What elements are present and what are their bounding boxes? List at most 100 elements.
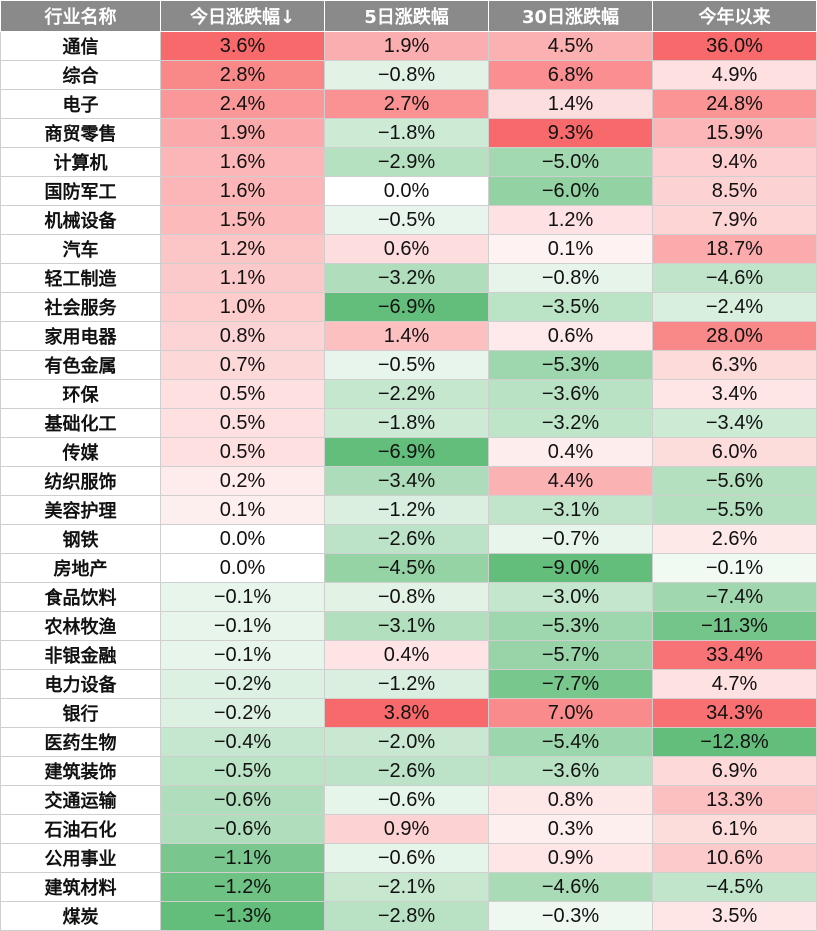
today-change-cell: 1.1% — [160, 263, 325, 293]
ytd-change-cell: −0.1% — [652, 553, 817, 583]
30day-change-cell: 1.2% — [488, 205, 653, 235]
30day-change-cell: −0.3% — [488, 901, 653, 931]
5day-change-cell: −2.6% — [324, 756, 489, 786]
5day-change-cell: 0.6% — [324, 234, 489, 264]
5day-change-cell: −2.2% — [324, 379, 489, 409]
5day-change-cell: −3.2% — [324, 263, 489, 293]
ytd-change-cell: −5.6% — [652, 466, 817, 496]
ytd-change-cell: 36.0% — [652, 31, 817, 61]
header-ytd-change[interactable]: 今年以来 — [652, 0, 817, 32]
5day-change-cell: 0.0% — [324, 176, 489, 206]
30day-change-cell: −3.2% — [488, 408, 653, 438]
5day-change-cell: −2.8% — [324, 901, 489, 931]
ytd-change-cell: −11.3% — [652, 611, 817, 641]
industry-name-cell: 通信 — [0, 31, 161, 61]
table-row: 家用电器 0.8% 1.4% 0.6% 28.0% — [0, 321, 817, 351]
30day-change-cell: 0.3% — [488, 814, 653, 844]
5day-change-cell: 1.4% — [324, 321, 489, 351]
industry-name-cell: 公用事业 — [0, 843, 161, 873]
industry-name-cell: 石油石化 — [0, 814, 161, 844]
header-today-change-sorted[interactable]: 今日涨跌幅↓ — [160, 0, 325, 32]
table-row: 美容护理 0.1% −1.2% −3.1% −5.5% — [0, 495, 817, 525]
today-change-cell: 3.6% — [160, 31, 325, 61]
30day-change-cell: 0.4% — [488, 437, 653, 467]
5day-change-cell: −2.9% — [324, 147, 489, 177]
industry-name-cell: 国防军工 — [0, 176, 161, 206]
30day-change-cell: 4.4% — [488, 466, 653, 496]
today-change-cell: 0.5% — [160, 437, 325, 467]
ytd-change-cell: 4.9% — [652, 60, 817, 90]
30day-change-cell: −5.7% — [488, 640, 653, 670]
5day-change-cell: 3.8% — [324, 698, 489, 728]
table-row: 医药生物 −0.4% −2.0% −5.4% −12.8% — [0, 727, 817, 757]
30day-change-cell: 0.1% — [488, 234, 653, 264]
5day-change-cell: −0.8% — [324, 60, 489, 90]
table-row: 非银金融 −0.1% 0.4% −5.7% 33.4% — [0, 640, 817, 670]
ytd-change-cell: −3.4% — [652, 408, 817, 438]
30day-change-cell: −7.7% — [488, 669, 653, 699]
5day-change-cell: −0.5% — [324, 350, 489, 380]
today-change-cell: 0.7% — [160, 350, 325, 380]
ytd-change-cell: 6.0% — [652, 437, 817, 467]
table-row: 交通运输 −0.6% −0.6% 0.8% 13.3% — [0, 785, 817, 815]
today-change-cell: 2.4% — [160, 89, 325, 119]
ytd-change-cell: 6.3% — [652, 350, 817, 380]
table-row: 房地产 0.0% −4.5% −9.0% −0.1% — [0, 553, 817, 583]
ytd-change-cell: 28.0% — [652, 321, 817, 351]
ytd-change-cell: 24.8% — [652, 89, 817, 119]
5day-change-cell: 0.4% — [324, 640, 489, 670]
industry-name-cell: 煤炭 — [0, 901, 161, 931]
ytd-change-cell: 6.1% — [652, 814, 817, 844]
5day-change-cell: −2.0% — [324, 727, 489, 757]
industry-name-cell: 建筑材料 — [0, 872, 161, 902]
5day-change-cell: −0.8% — [324, 582, 489, 612]
industry-name-cell: 环保 — [0, 379, 161, 409]
table-row: 电子 2.4% 2.7% 1.4% 24.8% — [0, 89, 817, 119]
industry-name-cell: 房地产 — [0, 553, 161, 583]
industry-name-cell: 商贸零售 — [0, 118, 161, 148]
30day-change-cell: −5.3% — [488, 611, 653, 641]
industry-name-cell: 传媒 — [0, 437, 161, 467]
industry-name-cell: 非银金融 — [0, 640, 161, 670]
ytd-change-cell: 13.3% — [652, 785, 817, 815]
industry-name-cell: 电力设备 — [0, 669, 161, 699]
today-change-cell: 0.5% — [160, 379, 325, 409]
30day-change-cell: −3.6% — [488, 756, 653, 786]
today-change-cell: 1.6% — [160, 147, 325, 177]
5day-change-cell: −0.6% — [324, 785, 489, 815]
industry-name-cell: 食品饮料 — [0, 582, 161, 612]
table-row: 社会服务 1.0% −6.9% −3.5% −2.4% — [0, 292, 817, 322]
ytd-change-cell: 2.6% — [652, 524, 817, 554]
industry-name-cell: 交通运输 — [0, 785, 161, 815]
today-change-cell: 0.5% — [160, 408, 325, 438]
30day-change-cell: 0.9% — [488, 843, 653, 873]
today-change-cell: −1.1% — [160, 843, 325, 873]
industry-name-cell: 美容护理 — [0, 495, 161, 525]
header-5day-change[interactable]: 5日涨跌幅 — [324, 0, 489, 32]
today-change-cell: 0.1% — [160, 495, 325, 525]
30day-change-cell: 9.3% — [488, 118, 653, 148]
30day-change-cell: −6.0% — [488, 176, 653, 206]
5day-change-cell: −3.4% — [324, 466, 489, 496]
table-body: 通信 3.6% 1.9% 4.5% 36.0% 综合 2.8% −0.8% 6.8% 4.9% 电子… — [0, 31, 817, 931]
30day-change-cell: 6.8% — [488, 60, 653, 90]
table-row: 通信 3.6% 1.9% 4.5% 36.0% — [0, 31, 817, 61]
ytd-change-cell: 15.9% — [652, 118, 817, 148]
30day-change-cell: 7.0% — [488, 698, 653, 728]
today-change-cell: 2.8% — [160, 60, 325, 90]
industry-name-cell: 农林牧渔 — [0, 611, 161, 641]
30day-change-cell: −9.0% — [488, 553, 653, 583]
industry-name-cell: 银行 — [0, 698, 161, 728]
today-change-cell: 0.8% — [160, 321, 325, 351]
table-row: 有色金属 0.7% −0.5% −5.3% 6.3% — [0, 350, 817, 380]
30day-change-cell: −3.5% — [488, 292, 653, 322]
table-row: 石油石化 −0.6% 0.9% 0.3% 6.1% — [0, 814, 817, 844]
header-30day-change[interactable]: 30日涨跌幅 — [488, 0, 653, 32]
table-row: 轻工制造 1.1% −3.2% −0.8% −4.6% — [0, 263, 817, 293]
30day-change-cell: 4.5% — [488, 31, 653, 61]
header-industry-name: 行业名称 — [0, 0, 161, 32]
today-change-cell: −0.6% — [160, 785, 325, 815]
industry-name-cell: 有色金属 — [0, 350, 161, 380]
industry-name-cell: 轻工制造 — [0, 263, 161, 293]
30day-change-cell: 1.4% — [488, 89, 653, 119]
